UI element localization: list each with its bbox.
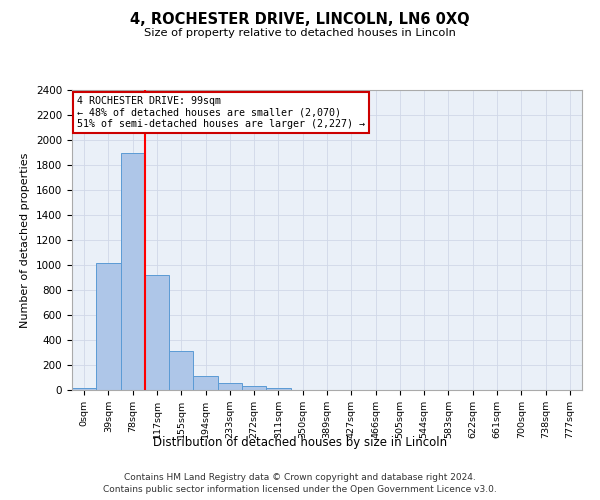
Bar bbox=[121, 152, 145, 390]
Text: Contains public sector information licensed under the Open Government Licence v3: Contains public sector information licen… bbox=[103, 485, 497, 494]
Y-axis label: Number of detached properties: Number of detached properties bbox=[20, 152, 31, 328]
Bar bbox=[266, 388, 290, 390]
Bar bbox=[72, 388, 96, 390]
Text: Size of property relative to detached houses in Lincoln: Size of property relative to detached ho… bbox=[144, 28, 456, 38]
Text: Distribution of detached houses by size in Lincoln: Distribution of detached houses by size … bbox=[153, 436, 447, 449]
Text: 4 ROCHESTER DRIVE: 99sqm
← 48% of detached houses are smaller (2,070)
51% of sem: 4 ROCHESTER DRIVE: 99sqm ← 48% of detach… bbox=[77, 96, 365, 129]
Bar bbox=[242, 386, 266, 390]
Text: Contains HM Land Registry data © Crown copyright and database right 2024.: Contains HM Land Registry data © Crown c… bbox=[124, 472, 476, 482]
Bar bbox=[96, 262, 121, 390]
Bar bbox=[145, 275, 169, 390]
Bar bbox=[169, 351, 193, 390]
Bar bbox=[218, 383, 242, 390]
Bar bbox=[193, 376, 218, 390]
Text: 4, ROCHESTER DRIVE, LINCOLN, LN6 0XQ: 4, ROCHESTER DRIVE, LINCOLN, LN6 0XQ bbox=[130, 12, 470, 28]
